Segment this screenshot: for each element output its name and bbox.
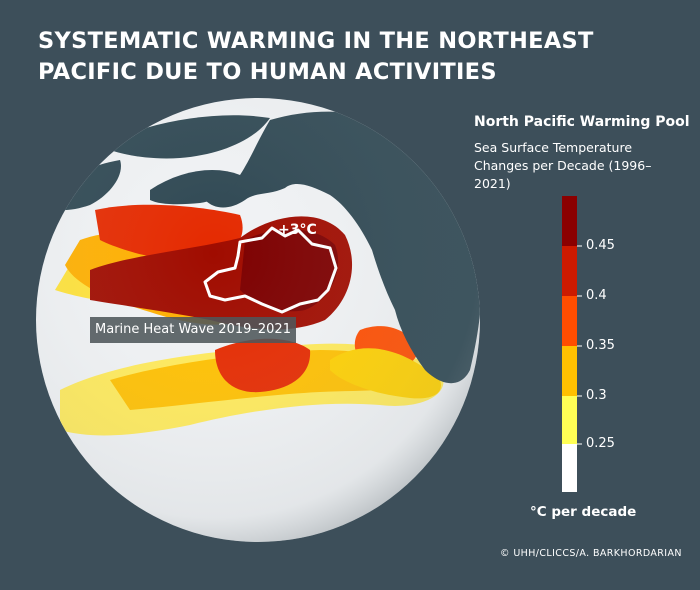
legend-swatch-5 (562, 396, 577, 444)
legend-swatch-2 (562, 246, 577, 296)
legend-swatch-6 (562, 444, 577, 492)
heatwave-label: Marine Heat Wave 2019–2021 (90, 317, 296, 343)
legend-unit: °C per decade (530, 504, 637, 520)
heatwave-value-label: +3°C (278, 222, 317, 238)
legend-swatch-1 (562, 196, 577, 246)
page-title: SYSTEMATIC WARMING IN THE NORTHEAST PACI… (38, 28, 594, 85)
legend-tick-label: 0.3 (586, 388, 607, 403)
legend-subtitle: Sea Surface Temperature Changes per Deca… (474, 140, 652, 191)
legend-title: North Pacific Warming Pool (474, 114, 690, 130)
legend-tick-label: 0.35 (586, 338, 615, 353)
legend-tick-label: 0.25 (586, 436, 615, 451)
legend-tick-label: 0.45 (586, 238, 615, 253)
legend-swatch-3 (562, 296, 577, 346)
legend-colorbar (562, 196, 582, 492)
legend-tick-label: 0.4 (586, 288, 607, 303)
copyright: © UHH/CLICCS/A. BARKHORDARIAN (500, 548, 682, 559)
legend-swatch-4 (562, 346, 577, 396)
